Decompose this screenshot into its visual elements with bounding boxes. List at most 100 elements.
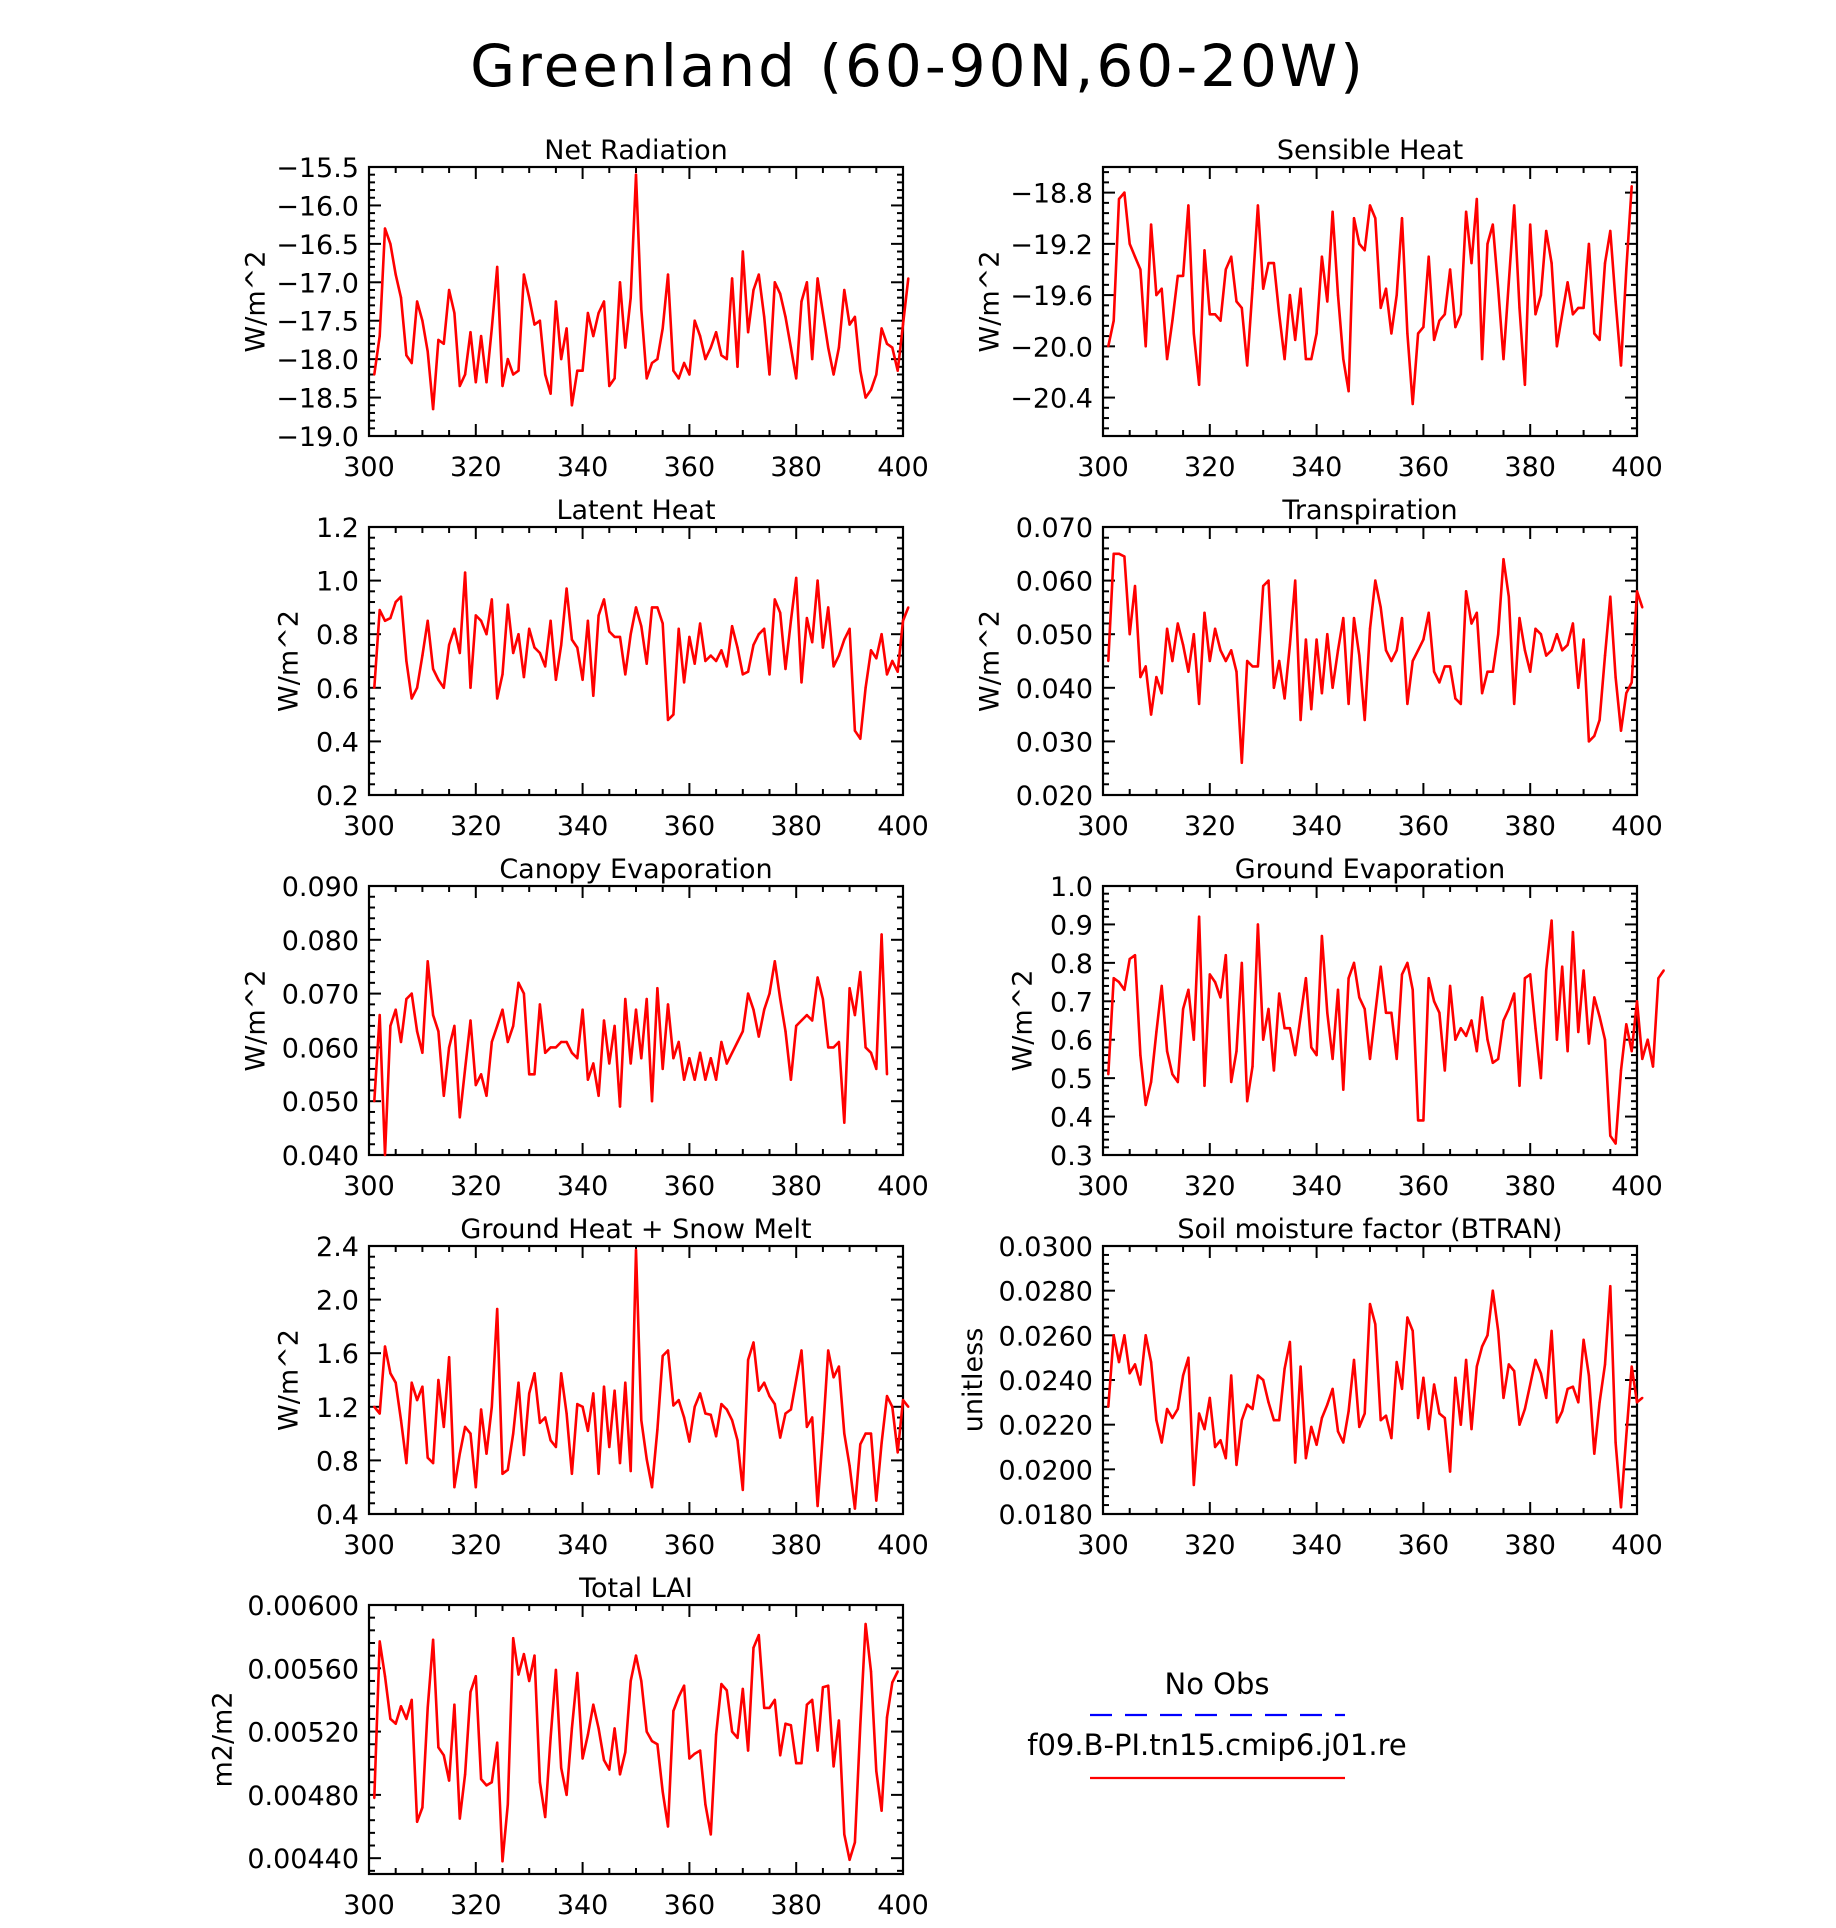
data-point: [1502, 1019, 1505, 1022]
data-point: [704, 659, 707, 663]
data-point: [821, 1432, 825, 1435]
data-point: [394, 1008, 397, 1011]
data-point: [1593, 996, 1596, 999]
data-point: [805, 616, 809, 620]
data-point: [576, 646, 579, 649]
data-point: [1448, 984, 1452, 988]
data-point: [746, 670, 750, 673]
data-point: [624, 346, 627, 349]
data-point: [891, 346, 894, 349]
data-point: [720, 1682, 723, 1686]
data-point: [693, 1405, 696, 1409]
data-point: [1342, 1088, 1345, 1091]
data-point: [554, 1445, 558, 1449]
series-line: [373, 1622, 899, 1863]
data-point: [608, 1062, 611, 1065]
data-point: [383, 1345, 387, 1348]
data-point: [528, 296, 531, 299]
data-point: [1454, 1376, 1457, 1380]
data-point: [821, 1686, 825, 1689]
data-point: [1662, 969, 1665, 972]
data-point: [634, 173, 638, 176]
data-point: [1235, 300, 1238, 303]
data-point: [528, 1679, 531, 1683]
data-point: [1475, 1365, 1479, 1368]
data-point: [907, 277, 910, 280]
panels-group: 300 320 340 360 380 400 −19.0 −18.5 −18.0 −17.5 −1…: [208, 135, 1665, 1921]
data-point: [592, 694, 595, 697]
data-point: [421, 1051, 424, 1055]
data-point: [843, 288, 846, 292]
data-point: [501, 1472, 504, 1476]
data-point: [1411, 659, 1414, 663]
data-point: [1529, 670, 1532, 673]
data-point: [1230, 255, 1233, 258]
data-point: [1310, 1425, 1313, 1429]
data-point: [752, 1646, 755, 1649]
data-point: [1545, 969, 1548, 972]
data-point: [586, 1429, 590, 1433]
data-point: [1491, 670, 1495, 673]
data-point: [560, 643, 563, 647]
data-point: [1534, 627, 1537, 630]
data-point: [1304, 1457, 1308, 1460]
data-point: [469, 331, 472, 334]
data-point: [1235, 670, 1238, 673]
data-point: [1598, 338, 1601, 342]
data-point: [1128, 633, 1131, 636]
data-point: [1550, 261, 1553, 265]
data-point: [736, 1736, 739, 1740]
data-point: [1246, 659, 1249, 663]
data-point: [1315, 1443, 1318, 1447]
data-point: [565, 1793, 568, 1797]
data-point: [688, 635, 691, 639]
data-point: [442, 686, 445, 689]
x-tick-label: 360: [664, 1890, 716, 1921]
data-point: [827, 1349, 830, 1352]
y-tick-label: 1.2: [316, 513, 359, 544]
data-point: [544, 1051, 547, 1055]
data-point: [885, 1073, 889, 1076]
x-tick-label: 400: [1611, 811, 1663, 842]
y-tick-label: −16.5: [276, 230, 359, 261]
data-point: [624, 1381, 627, 1384]
data-point: [1513, 992, 1516, 995]
y-tick-label: −18.8: [1010, 179, 1093, 210]
data-point: [1545, 1396, 1548, 1400]
data-point: [1593, 1452, 1596, 1455]
y-tick-label: 0.9: [1050, 910, 1093, 941]
data-point: [624, 673, 627, 676]
data-point: [576, 1057, 579, 1060]
data-point: [1171, 1073, 1174, 1076]
legend: No Obs f09.B-PI.tn15.cmip6.j01.re: [1027, 1667, 1407, 1780]
data-point: [496, 1024, 499, 1028]
data-point: [597, 1727, 600, 1730]
data-point: [1395, 1057, 1398, 1061]
data-point: [522, 675, 526, 679]
data-point: [1470, 261, 1473, 265]
data-point: [426, 619, 429, 622]
data-point: [415, 300, 419, 303]
data-point: [1213, 627, 1217, 630]
data-point: [1112, 977, 1115, 980]
data-point: [1358, 996, 1361, 999]
data-point: [496, 1741, 499, 1744]
data-point: [1603, 654, 1607, 657]
data-point: [650, 1486, 654, 1489]
data-point: [779, 1754, 782, 1757]
data-point: [479, 1073, 483, 1076]
data-point: [1197, 702, 1201, 706]
data-point: [645, 997, 648, 1001]
data-point: [437, 1030, 440, 1033]
data-point: [383, 1153, 387, 1157]
data-point: [1561, 965, 1564, 968]
data-point: [1123, 191, 1126, 194]
data-point: [1256, 1374, 1260, 1377]
data-point: [629, 1679, 632, 1683]
data-point: [522, 273, 526, 276]
data-point: [1288, 293, 1292, 297]
data-point: [1347, 390, 1350, 393]
data-point: [1230, 1374, 1233, 1377]
data-point: [506, 1803, 509, 1806]
data-point: [608, 1768, 611, 1771]
